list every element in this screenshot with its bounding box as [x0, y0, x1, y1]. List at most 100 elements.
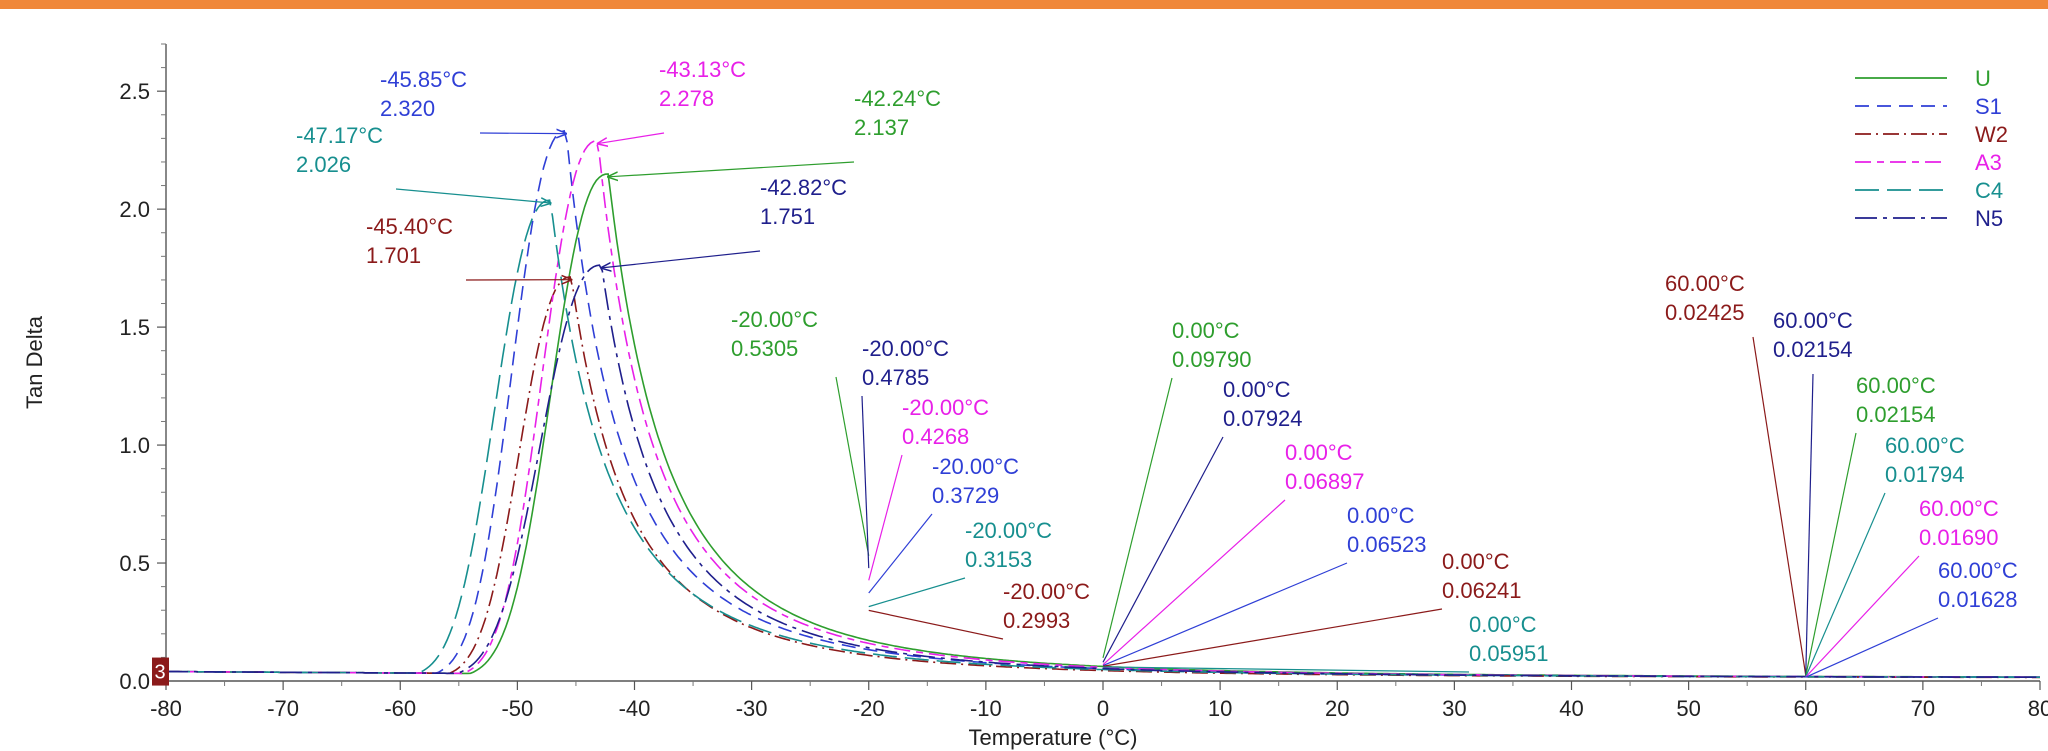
annotation-leader — [861, 395, 870, 569]
legend-label-n5: N5 — [1975, 206, 2003, 231]
annotation-leader — [1102, 499, 1286, 666]
annotation-temperature: -47.17°C — [296, 123, 383, 148]
annotation-leader — [1805, 492, 1886, 678]
x-tick-label: -40 — [619, 696, 651, 721]
annotation-value: 0.06523 — [1347, 532, 1427, 557]
x-tick-label: 0 — [1097, 696, 1109, 721]
annotation-value: 0.2993 — [1003, 608, 1070, 633]
series-line-w2 — [166, 275, 2040, 679]
annotation-temperature: -42.24°C — [854, 86, 941, 111]
annotation-leader — [1805, 617, 1939, 678]
y-tick-label: 0.5 — [119, 551, 150, 576]
x-tick-label: 60 — [1794, 696, 1818, 721]
y-axis-title: Tan Delta — [22, 315, 47, 409]
annotation-temperature: -20.00°C — [862, 336, 949, 361]
annotation-temperature: 60.00°C — [1665, 271, 1745, 296]
annotation-temperature: 60.00°C — [1773, 308, 1853, 333]
legend-label-w2: W2 — [1975, 122, 2008, 147]
annotation-temperature: -20.00°C — [932, 454, 1019, 479]
annotation-leader — [868, 454, 903, 581]
legend-label-s1: S1 — [1975, 94, 2002, 119]
x-tick-label: 10 — [1208, 696, 1232, 721]
annotation-value: 0.5305 — [731, 336, 798, 361]
annotation-value: 0.02425 — [1665, 300, 1745, 325]
annotation-value: 0.01628 — [1938, 587, 2018, 612]
annotation-value: 2.026 — [296, 152, 351, 177]
annotation-temperature: 0.00°C — [1442, 549, 1510, 574]
annotation-leader — [868, 577, 966, 608]
series-line-u — [166, 173, 2040, 678]
annotation-leader — [608, 161, 855, 177]
annotation-temperature: 60.00°C — [1938, 558, 2018, 583]
x-tick-label: 30 — [1442, 696, 1466, 721]
annotation-value: 0.09790 — [1172, 347, 1252, 372]
x-tick-label: -70 — [267, 696, 299, 721]
annotation-temperature: 0.00°C — [1347, 503, 1415, 528]
legend-label-c4: C4 — [1975, 178, 2003, 203]
annotation-value: 0.3729 — [932, 483, 999, 508]
annotation-temperature: 60.00°C — [1856, 373, 1936, 398]
series-line-n5 — [166, 264, 2040, 678]
annotation-leader — [1752, 336, 1807, 676]
y-tick-label: 2.0 — [119, 197, 150, 222]
annotation-leader — [598, 132, 665, 144]
series-line-c4 — [166, 199, 2040, 678]
x-tick-label: -80 — [150, 696, 182, 721]
legend-label-a3: A3 — [1975, 150, 2002, 175]
annotation-value: 0.06241 — [1442, 578, 1522, 603]
x-tick-label: 70 — [1911, 696, 1935, 721]
annotation-leader — [1102, 666, 1470, 673]
annotation-value: 0.05951 — [1469, 641, 1549, 666]
annotation-value: 0.4785 — [862, 365, 929, 390]
top-accent-band — [0, 0, 2048, 9]
annotation-temperature: 0.00°C — [1285, 440, 1353, 465]
annotation-value: 1.751 — [760, 204, 815, 229]
x-tick-label: -10 — [970, 696, 1002, 721]
y-tick-label: 1.5 — [119, 315, 150, 340]
annotation-leader — [1102, 562, 1348, 667]
annotation-temperature: 0.00°C — [1469, 612, 1537, 637]
annotation-leader — [1102, 377, 1173, 659]
series-line-s1 — [166, 129, 2040, 678]
annotation-temperature: 60.00°C — [1885, 433, 1965, 458]
annotation-value: 2.320 — [380, 96, 435, 121]
annotation-leader — [601, 250, 761, 268]
y-tick-label: 1.0 — [119, 433, 150, 458]
annotation-temperature: -42.82°C — [760, 175, 847, 200]
annotation-temperature: -20.00°C — [902, 395, 989, 420]
annotation-leader — [395, 188, 551, 203]
x-tick-label: -50 — [501, 696, 533, 721]
annotation-temperature: 0.00°C — [1172, 318, 1240, 343]
annotation-leader — [1102, 608, 1443, 667]
annotation-temperature: -20.00°C — [731, 307, 818, 332]
annotation-value: 0.06897 — [1285, 469, 1365, 494]
x-tick-label: -20 — [853, 696, 885, 721]
x-tick-label: 40 — [1559, 696, 1583, 721]
x-tick-label: -60 — [384, 696, 416, 721]
annotation-value: 0.01690 — [1919, 525, 1999, 550]
annotation-leader — [1102, 436, 1224, 663]
annotation-leader — [1805, 432, 1857, 677]
series-line-a3 — [166, 139, 2040, 678]
y-tick-label: 2.5 — [119, 79, 150, 104]
annotation-temperature: -43.13°C — [659, 57, 746, 82]
annotation-temperature: 60.00°C — [1919, 496, 1999, 521]
annotation-value: 0.07924 — [1223, 406, 1303, 431]
x-tick-label: 80 — [2028, 696, 2048, 721]
x-axis-title: Temperature (°C) — [969, 725, 1138, 750]
annotation-leader — [868, 609, 1004, 640]
annotation-value: 0.3153 — [965, 547, 1032, 572]
annotation-value: 0.02154 — [1773, 337, 1853, 362]
annotation-value: 0.02154 — [1856, 402, 1936, 427]
y-tick-label: 0.0 — [119, 669, 150, 694]
annotation-leader — [835, 376, 870, 556]
series-start-marker-label: 3 — [154, 662, 165, 684]
annotation-value: 0.4268 — [902, 424, 969, 449]
annotation-leader — [1805, 373, 1814, 676]
annotation-value: 0.01794 — [1885, 462, 1965, 487]
legend-label-u: U — [1975, 66, 1991, 91]
x-tick-label: 20 — [1325, 696, 1349, 721]
x-tick-label: 50 — [1676, 696, 1700, 721]
series-start-marker — [152, 657, 169, 686]
